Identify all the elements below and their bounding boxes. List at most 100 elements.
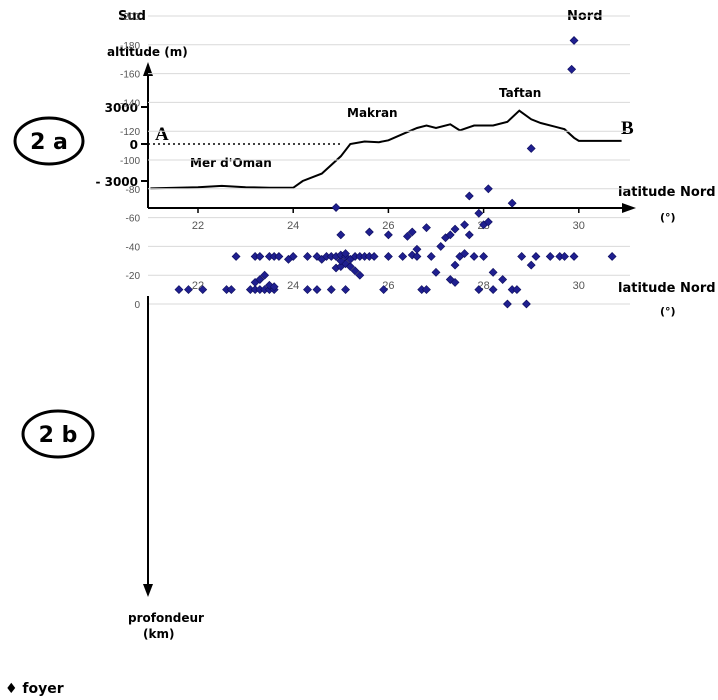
chart-2b-foyer-point: [355, 270, 365, 280]
chart-2b-foyer-point: [607, 252, 617, 261]
chart-2b-ytick-label: -100: [120, 156, 140, 167]
chart-2a-ytick-label: - 3000: [95, 175, 138, 189]
chart-2a-xtick-label: 26: [382, 220, 394, 232]
chart-2b-foyer-point: [526, 260, 536, 270]
chart-2b-ytick-label: -20: [126, 271, 141, 282]
chart-2b-foyer-point: [312, 285, 322, 295]
panel-2b-badge: 2 b: [21, 409, 95, 459]
chart-2b-foyer-point: [383, 230, 393, 240]
chart-2b-ytick-label: -60: [126, 214, 141, 225]
chart-2a-annotation-makran: Makran: [347, 106, 398, 120]
chart-2b-foyer-point: [174, 285, 184, 295]
chart-2b-foyer-point: [460, 220, 469, 230]
chart-2b-y-arrow: [143, 584, 153, 597]
chart-2b-foyer-point: [488, 267, 498, 277]
chart-2b-xunit: (°): [660, 305, 676, 318]
chart-2b-ytick-label: 0: [134, 300, 140, 311]
chart-2b-foyer-point: [184, 285, 193, 295]
chart-2b-foyer-point: [364, 227, 374, 237]
chart-2b: 0 -20 -40 -60 -80 -100 -120 -140 -160 -180 -200 22…: [120, 12, 716, 641]
chart-2b-foyer-point: [474, 285, 484, 295]
chart-2b-foyer-point: [341, 285, 350, 295]
chart-2b-foyer-point: [379, 285, 389, 295]
chart-2b-foyer-point: [512, 285, 522, 295]
chart-2b-foyer-point: [569, 36, 579, 45]
chart-2b-foyer-point: [412, 244, 422, 254]
chart-2a-xtick-label: 22: [192, 220, 204, 232]
chart-2b-foyer-point: [436, 241, 446, 251]
chart-2b-foyer-point: [502, 299, 512, 309]
chart-2b-foyer-point: [422, 285, 431, 295]
chart-2b-foyer-point: [460, 249, 469, 259]
chart-2a-profile-line: [150, 109, 622, 190]
panel-2a-badge: 2 a: [13, 116, 85, 166]
chart-2b-foyer-point: [331, 203, 341, 212]
chart-2a-point-b: B: [621, 118, 634, 139]
chart-2b-foyer-point: [450, 224, 460, 234]
chart-2b-foyer-point: [464, 230, 474, 240]
chart-2b-xtick-label: 24: [287, 280, 299, 292]
chart-2a-y-arrow: [143, 62, 153, 76]
chart-2a-xtick-label: 24: [287, 220, 299, 232]
chart-2b-foyer-point: [255, 252, 265, 261]
chart-2a-ylabel: altitude (m): [107, 45, 188, 59]
panel-2b-label: 2 b: [39, 423, 78, 448]
chart-2b-foyer-point: [403, 231, 412, 241]
chart-2b-foyer-point: [567, 64, 577, 74]
chart-2b-foyer-point: [274, 252, 284, 261]
chart-2b-foyer-point: [369, 252, 379, 261]
chart-2b-foyer-point: [336, 256, 346, 266]
chart-2b-foyer-point: [531, 252, 541, 261]
chart-2b-foyer-point: [231, 252, 241, 261]
chart-2b-ylabel-line1: profondeur: [128, 611, 204, 625]
chart-2b-foyer-point: [526, 144, 536, 153]
chart-2b-foyer-point: [407, 250, 417, 260]
chart-2b-ytick-label: -180: [120, 41, 140, 52]
chart-2b-foyer-point: [345, 262, 355, 271]
chart-2b-xlabel: latitude Nord: [618, 281, 716, 296]
chart-2b-ylabel-line2: (km): [143, 627, 174, 641]
chart-2a-xunit: (°): [660, 211, 676, 224]
chart-2b-foyer-point: [450, 277, 460, 287]
chart-2b-ytick-label: -200: [120, 12, 140, 23]
header-sud: Sud: [118, 9, 146, 24]
chart-2b-foyer-point: [260, 270, 270, 280]
chart-2b-foyer-point: [517, 252, 527, 261]
chart-2b-foyer-point: [350, 266, 360, 276]
chart-2a-annotation-sea: Mer d'Oman: [190, 156, 272, 170]
chart-2b-foyer-point: [522, 299, 531, 309]
chart-2b-foyer-point: [303, 252, 312, 261]
chart-2b-foyer-point: [326, 285, 336, 295]
chart-2b-foyer-point: [507, 198, 517, 208]
legend-foyer: ♦ foyer: [5, 681, 64, 697]
chart-2b-foyer-point: [398, 252, 408, 261]
chart-2a-xlabel: latitude Nord: [618, 185, 716, 200]
chart-2b-ytick-label: -120: [120, 127, 140, 138]
chart-2b-xtick-label: 30: [573, 280, 585, 292]
chart-2b-foyer-point: [336, 230, 346, 240]
chart-2b-foyer-point: [288, 252, 298, 261]
chart-2a-ytick-label: 0: [130, 138, 138, 152]
chart-2b-ytick-label: -160: [120, 70, 140, 81]
chart-2a-point-a: A: [155, 124, 169, 145]
chart-2b-foyer-point: [464, 191, 474, 201]
chart-2b-foyer-point: [431, 267, 441, 277]
chart-2a-ytick-label: 3000: [105, 101, 138, 115]
chart-2b-foyer-point: [488, 285, 498, 295]
chart-2b-ytick-label: -140: [120, 98, 140, 109]
chart-2a-x-arrow: [622, 203, 636, 213]
chart-2b-foyer-point: [445, 230, 455, 240]
chart-2b-foyer-point: [412, 252, 422, 261]
chart-2b-foyer-point: [560, 252, 569, 261]
panel-2a-label: 2 a: [30, 130, 68, 155]
chart-2b-foyer-point: [407, 227, 417, 237]
chart-2b-ytick-label: -80: [126, 185, 141, 196]
chart-2b-foyer-point: [269, 282, 279, 292]
chart-2a-xtick-label: 30: [573, 220, 585, 232]
chart-2b-foyer-point: [198, 285, 208, 295]
chart-2b-ytick-label: -40: [126, 242, 141, 253]
chart-2b-foyer-point: [483, 184, 493, 194]
chart-2b-foyer-point: [498, 275, 508, 284]
